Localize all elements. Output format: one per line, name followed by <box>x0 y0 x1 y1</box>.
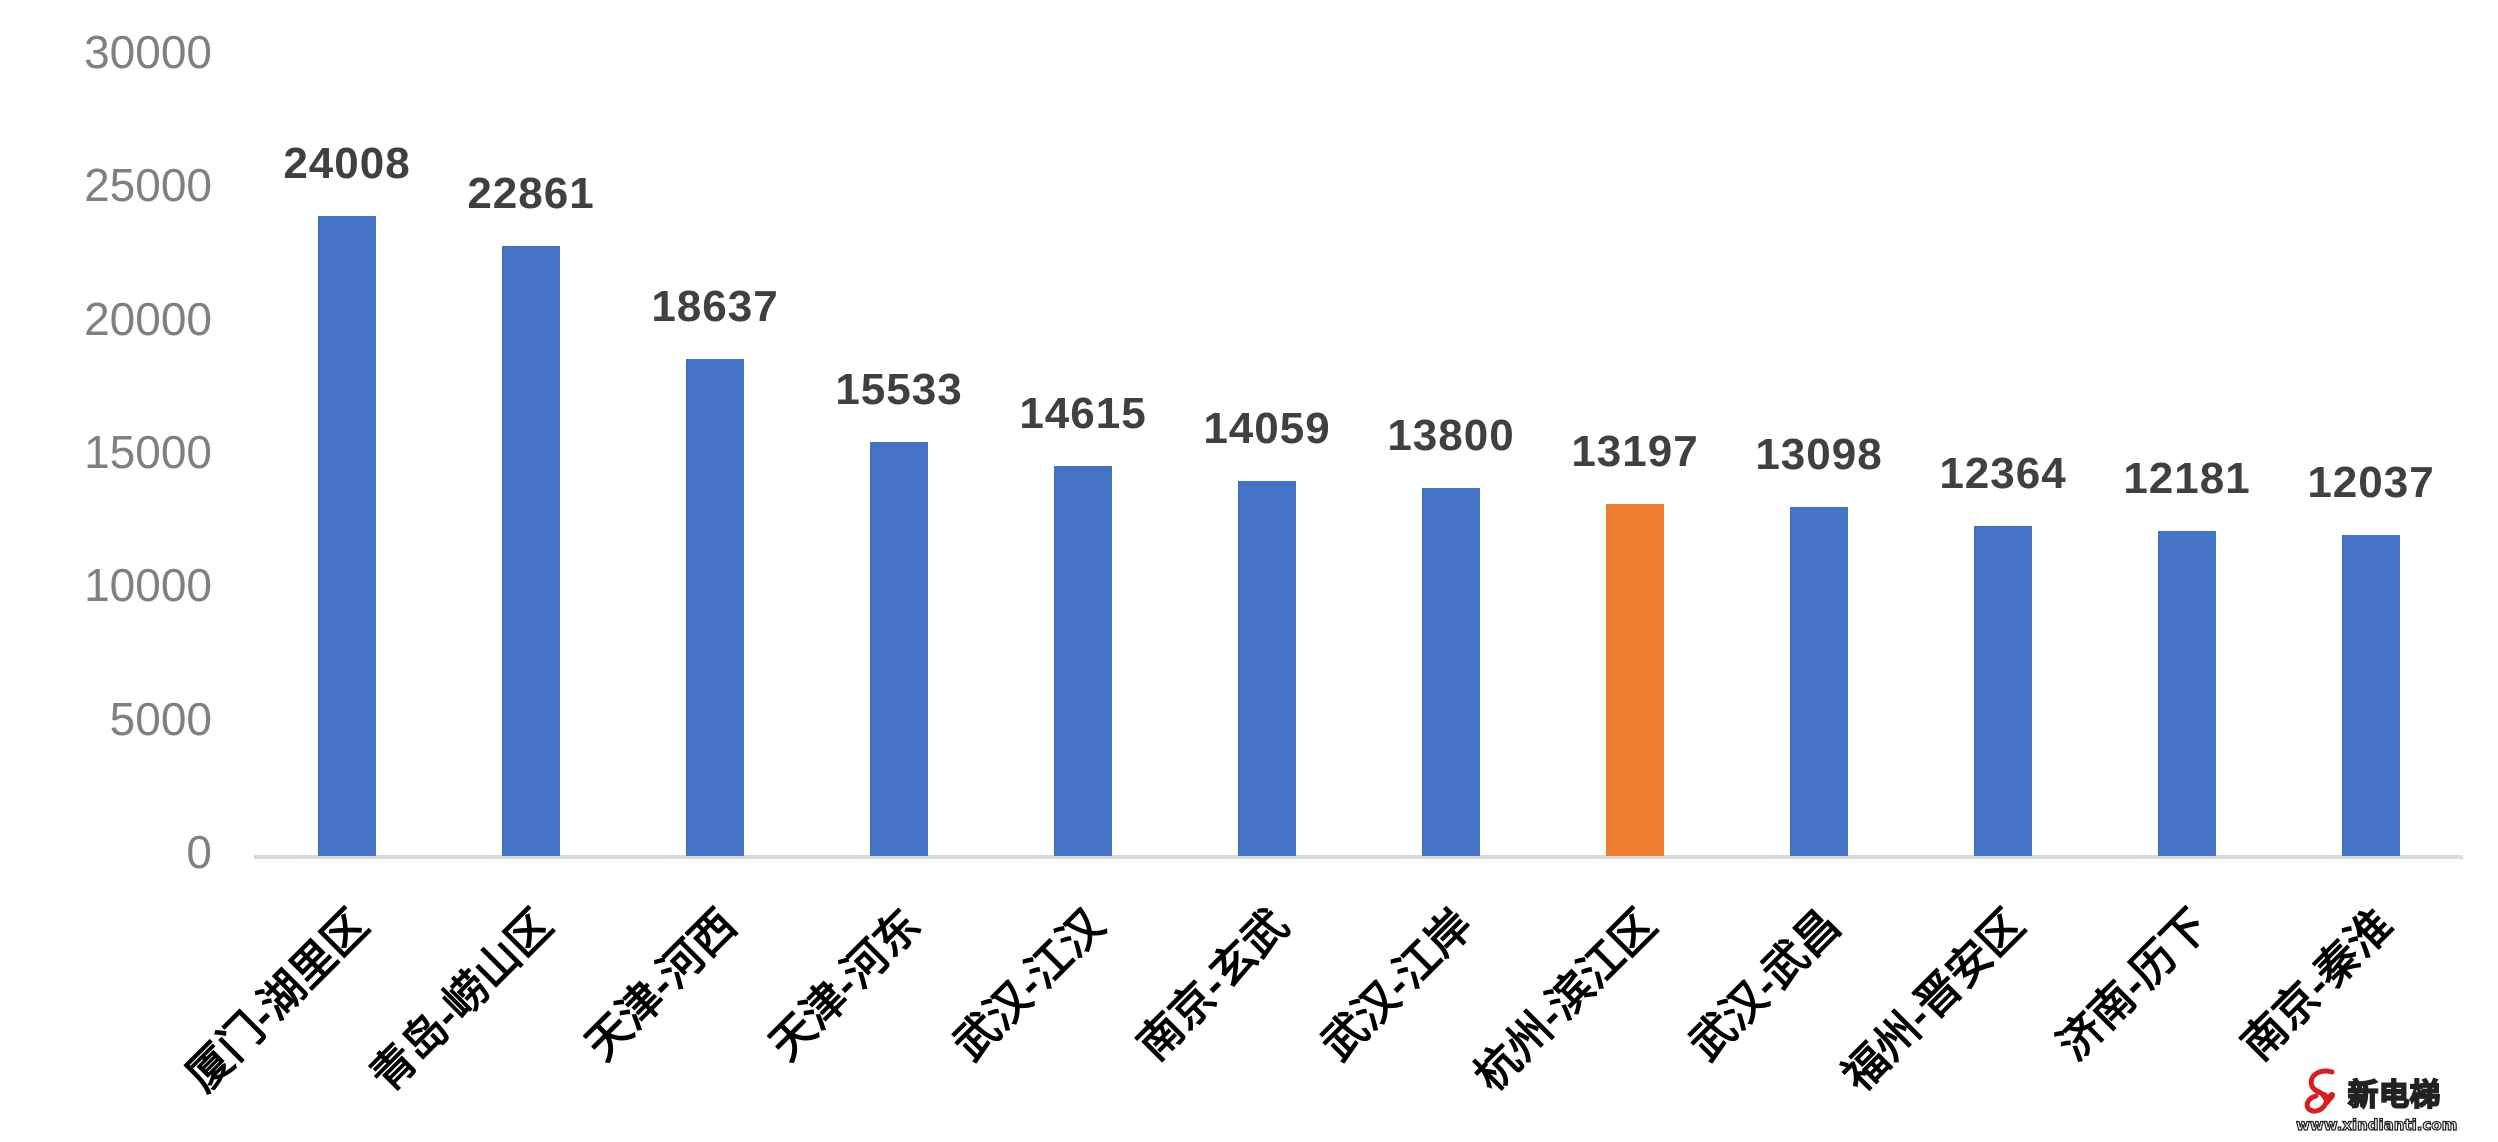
y-tick-label: 5000 <box>109 692 212 745</box>
data-label: 12181 <box>2123 454 2251 504</box>
watermark-title: 新电梯 <box>2347 1077 2441 1114</box>
data-label: 14615 <box>1019 389 1147 439</box>
x-tick-label: 青岛-崂山区 <box>361 900 562 1101</box>
x-tick-label: 天津-河东 <box>760 900 930 1070</box>
data-label: 22861 <box>467 169 595 219</box>
bar <box>2342 535 2400 856</box>
x-tick-label: 武汉-江汉 <box>944 900 1114 1070</box>
bar <box>1422 488 1480 856</box>
bar <box>2158 531 2216 856</box>
data-label: 12037 <box>2307 458 2435 507</box>
bar <box>502 246 560 856</box>
x-tick-label: 武汉-武昌 <box>1680 900 1850 1070</box>
elevator-logo-icon <box>2304 1068 2336 1114</box>
bar <box>1054 466 1112 856</box>
x-tick-label: 武汉-江岸 <box>1312 900 1482 1070</box>
data-label: 24008 <box>283 138 411 188</box>
watermark: 新电梯 www.xindianti.com <box>2295 1068 2486 1135</box>
y-tick-label: 15000 <box>84 426 212 478</box>
bar <box>870 441 928 856</box>
data-label: 13197 <box>1571 427 1699 477</box>
watermark-url: www.xindianti.com <box>2295 1115 2458 1134</box>
y-tick-label: 25000 <box>84 159 212 212</box>
data-label: 13800 <box>1387 411 1515 460</box>
bar <box>1238 481 1296 856</box>
data-label: 18637 <box>651 282 779 331</box>
y-tick-label: 20000 <box>84 292 212 345</box>
bar <box>1790 506 1848 856</box>
x-tick-label: 厦门-湖里区 <box>177 900 378 1101</box>
data-label: 15533 <box>835 364 963 414</box>
data-label: 14059 <box>1203 404 1331 454</box>
bar-highlighted <box>1606 504 1664 856</box>
bar <box>1974 526 2032 856</box>
y-tick-label: 0 <box>186 826 212 878</box>
y-tick-label: 30000 <box>84 26 212 78</box>
x-tick-label: 济南-历下 <box>2048 900 2218 1070</box>
bar <box>318 215 376 856</box>
x-tick-label: 天津-河西 <box>576 900 746 1070</box>
x-tick-label: 南京-玄武 <box>1128 900 1298 1070</box>
x-tick-label: 福州-晋安区 <box>1833 900 2034 1101</box>
data-label: 12364 <box>1939 449 2067 499</box>
x-axis-line <box>254 855 2463 859</box>
x-tick-label: 南京-秦淮 <box>2232 900 2402 1070</box>
y-tick-label: 10000 <box>84 559 212 612</box>
data-label: 13098 <box>1755 429 1883 479</box>
bar <box>686 359 744 856</box>
x-tick-label: 杭州-滨江区 <box>1465 900 1666 1101</box>
